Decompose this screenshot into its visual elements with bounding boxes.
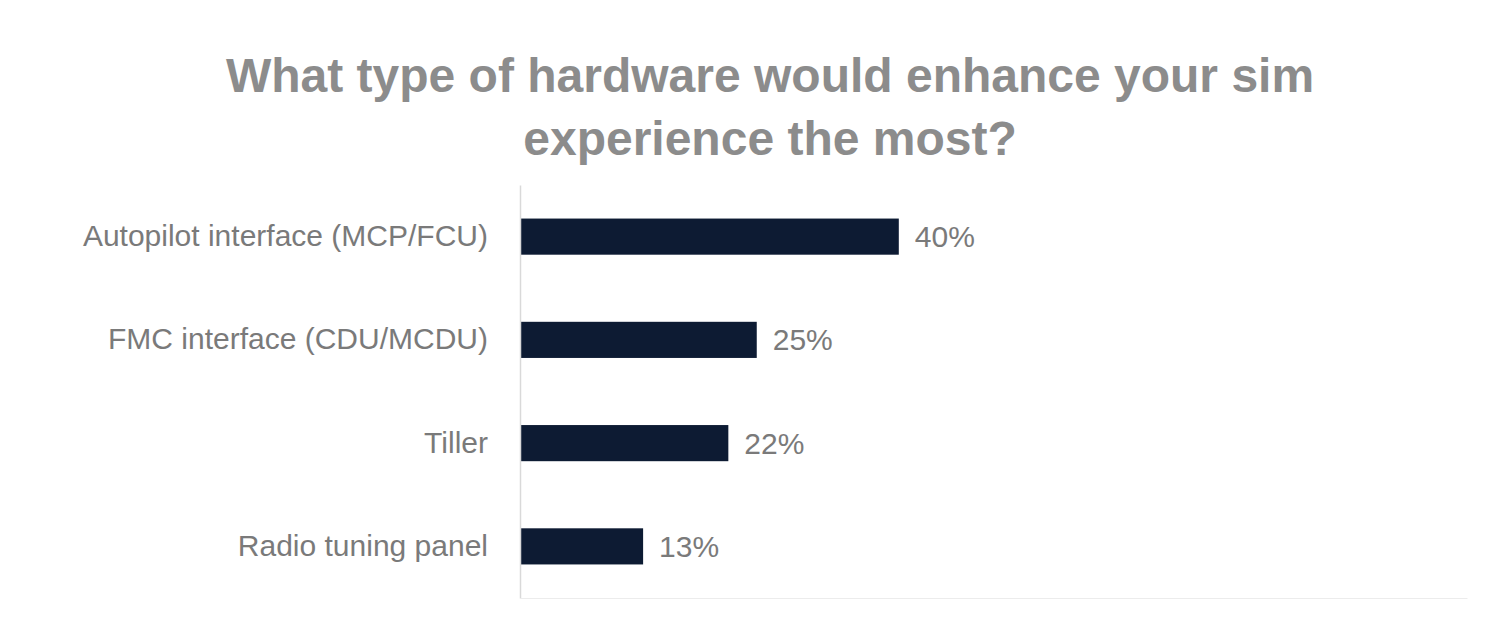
category-label: Autopilot interface (MCP/FCU) <box>83 219 488 252</box>
data-labels: 40% 25% 22% 13% <box>659 220 975 563</box>
category-label: Tiller <box>424 426 488 459</box>
data-label: 22% <box>744 427 804 460</box>
bars <box>520 219 899 565</box>
value-axis <box>521 598 1468 599</box>
tick: Tiller <box>424 426 488 459</box>
data-label: 25% <box>773 323 833 356</box>
tick: FMC interface (CDU/MCDU) <box>108 322 488 355</box>
bar <box>520 322 757 358</box>
axis-line <box>521 598 1468 599</box>
category-label: Radio tuning panel <box>238 529 488 562</box>
tick: Autopilot interface (MCP/FCU) <box>83 219 488 252</box>
title-line: experience the most? <box>523 112 1017 165</box>
bar <box>520 528 643 564</box>
tick: Radio tuning panel <box>238 529 488 562</box>
chart: What type of hardware would enhance your… <box>0 0 1500 629</box>
title-line: What type of hardware would enhance your… <box>226 49 1314 102</box>
axis-line <box>520 186 522 599</box>
data-label: 40% <box>915 220 975 253</box>
category-axis: Autopilot interface (MCP/FCU) FMC interfa… <box>83 186 521 599</box>
bar <box>520 425 728 461</box>
category-label: FMC interface (CDU/MCDU) <box>108 322 488 355</box>
title: What type of hardware would enhance your… <box>226 49 1314 165</box>
bar <box>520 219 899 255</box>
data-label: 13% <box>659 530 719 563</box>
